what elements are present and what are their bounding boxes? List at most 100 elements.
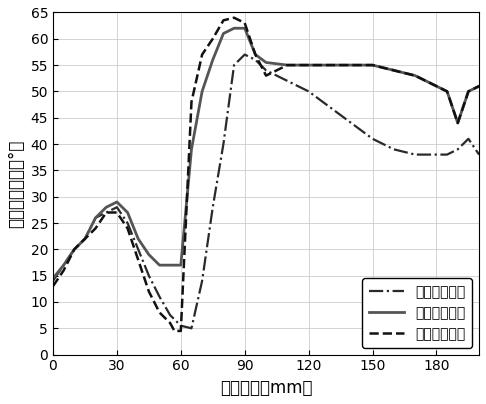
弹体接触靶板 (444, 152, 450, 157)
弹体接触靶板 (348, 120, 354, 125)
弹体接触靶板 (146, 273, 152, 278)
Y-axis label: 磁场偏转角度（°）: 磁场偏转角度（°） (7, 139, 25, 228)
弹尾脱离靶板 (82, 236, 88, 241)
弹尾脱离靶板 (306, 63, 312, 67)
弹体接触靶板 (61, 263, 67, 267)
靶板位于弹中 (476, 84, 482, 88)
靶板位于弹中 (348, 63, 354, 67)
弹体接触靶板 (82, 236, 88, 241)
靶板位于弹中 (263, 60, 269, 65)
弹尾脱离靶板 (172, 328, 177, 333)
弹尾脱离靶板 (391, 68, 397, 73)
弹尾脱离靶板 (135, 257, 141, 262)
弹体接触靶板 (50, 278, 56, 283)
弹体接触靶板 (135, 247, 141, 252)
弹尾脱离靶板 (327, 63, 333, 67)
靶板位于弹中 (210, 57, 216, 62)
弹尾脱离靶板 (189, 99, 194, 104)
靶板位于弹中 (455, 120, 461, 125)
靶板位于弹中 (199, 89, 205, 94)
靶板位于弹中 (104, 205, 109, 210)
弹体接触靶板 (114, 205, 120, 210)
弹尾脱离靶板 (93, 226, 99, 231)
Line: 弹体接触靶板: 弹体接触靶板 (53, 55, 479, 328)
弹体接触靶板 (466, 137, 471, 141)
弹尾脱离靶板 (284, 63, 290, 67)
靶板位于弹中 (146, 252, 152, 257)
靶板位于弹中 (135, 236, 141, 241)
弹尾脱离靶板 (71, 247, 77, 252)
靶板位于弹中 (231, 26, 237, 31)
靶板位于弹中 (61, 263, 67, 267)
弹体接触靶板 (167, 313, 173, 318)
靶板位于弹中 (284, 63, 290, 67)
靶板位于弹中 (114, 200, 120, 204)
弹体接触靶板 (370, 137, 376, 141)
靶板位于弹中 (327, 63, 333, 67)
弹体接触靶板 (306, 89, 312, 94)
弹体接触靶板 (104, 210, 109, 215)
Line: 弹尾脱离靶板: 弹尾脱离靶板 (53, 18, 479, 331)
靶板位于弹中 (189, 147, 194, 152)
弹尾脱离靶板 (104, 210, 109, 215)
弹尾脱离靶板 (434, 84, 439, 88)
靶板位于弹中 (391, 68, 397, 73)
靶板位于弹中 (412, 73, 418, 78)
弹尾脱离靶板 (221, 18, 226, 23)
弹尾脱离靶板 (466, 89, 471, 94)
弹尾脱离靶板 (242, 21, 248, 25)
弹体接触靶板 (391, 147, 397, 152)
弹尾脱离靶板 (167, 321, 173, 326)
靶板位于弹中 (466, 89, 471, 94)
弹尾脱离靶板 (370, 63, 376, 67)
弹尾脱离靶板 (61, 268, 67, 273)
弹体接触靶板 (423, 152, 429, 157)
靶板位于弹中 (444, 89, 450, 94)
弹体接触靶板 (263, 68, 269, 73)
弹尾脱离靶板 (252, 52, 258, 57)
弹尾脱离靶板 (199, 52, 205, 57)
弹体接触靶板 (178, 323, 184, 328)
弹体接触靶板 (455, 147, 461, 152)
弹体接触靶板 (71, 247, 77, 252)
弹尾脱离靶板 (444, 89, 450, 94)
弹体接触靶板 (434, 152, 439, 157)
弹尾脱离靶板 (455, 120, 461, 125)
弹尾脱离靶板 (124, 226, 130, 231)
弹体接触靶板 (221, 142, 226, 147)
弹体接触靶板 (231, 63, 237, 67)
弹尾脱离靶板 (412, 73, 418, 78)
弹尾脱离靶板 (156, 310, 162, 315)
弹体接触靶板 (124, 221, 130, 225)
靶板位于弹中 (124, 210, 130, 215)
弹尾脱离靶板 (423, 78, 429, 83)
弹尾脱离靶板 (178, 328, 184, 333)
靶板位于弹中 (370, 63, 376, 67)
弹尾脱离靶板 (476, 84, 482, 88)
弹体接触靶板 (210, 205, 216, 210)
弹尾脱离靶板 (50, 284, 56, 288)
靶板位于弹中 (434, 84, 439, 88)
弹体接触靶板 (189, 326, 194, 331)
弹体接触靶板 (156, 294, 162, 299)
靶板位于弹中 (50, 276, 56, 281)
Line: 靶板位于弹中: 靶板位于弹中 (53, 28, 479, 278)
弹体接触靶板 (327, 105, 333, 109)
靶板位于弹中 (221, 31, 226, 36)
弹尾脱离靶板 (146, 289, 152, 294)
X-axis label: 探测位置（mm）: 探测位置（mm） (220, 379, 312, 397)
靶板位于弹中 (156, 263, 162, 267)
弹体接触靶板 (284, 78, 290, 83)
弹尾脱离靶板 (348, 63, 354, 67)
弹尾脱离靶板 (231, 15, 237, 20)
靶板位于弹中 (306, 63, 312, 67)
弹体接触靶板 (476, 152, 482, 157)
靶板位于弹中 (93, 215, 99, 220)
弹体接触靶板 (252, 57, 258, 62)
靶板位于弹中 (252, 52, 258, 57)
靶板位于弹中 (242, 26, 248, 31)
靶板位于弹中 (423, 78, 429, 83)
靶板位于弹中 (71, 247, 77, 252)
弹体接触靶板 (199, 278, 205, 283)
靶板位于弹中 (178, 263, 184, 267)
